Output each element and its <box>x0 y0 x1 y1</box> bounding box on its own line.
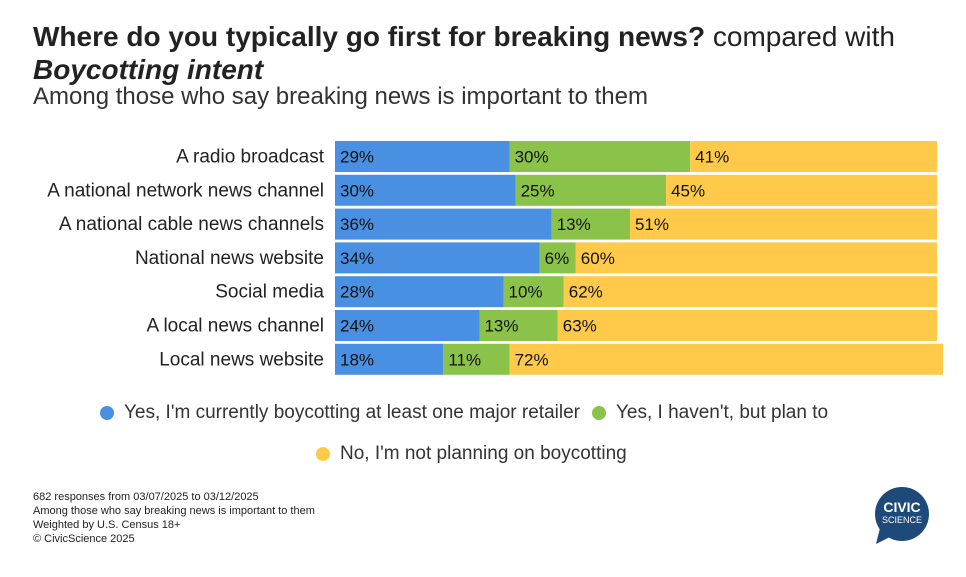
data-label-a-radio-broadcast-series-2: 41% <box>695 148 729 167</box>
data-label-a-national-network-news-channel-series-2: 45% <box>671 181 705 200</box>
category-label-a-local-news-channel: A local news channel <box>147 316 324 337</box>
data-label-local-news-website-series-0: 18% <box>340 350 374 369</box>
title-bold: Where do you typically go first for brea… <box>33 21 706 52</box>
bar-segment-a-local-news-channel-series-0 <box>335 310 480 341</box>
chart-title: Where do you typically go first for brea… <box>33 20 933 86</box>
bar-segment-social-media-series-1 <box>503 276 564 308</box>
civicscience-logo-icon <box>875 487 929 544</box>
stacked-bar-chart: A radio broadcast 29% 30% 41% A national net… <box>47 141 944 375</box>
category-label-a-radio-broadcast: A radio broadcast <box>176 147 325 168</box>
bar-segment-national-news-website-series-2 <box>575 242 937 274</box>
footer-line-3: Weighted by U.S. Census 18+ <box>33 519 181 531</box>
bar-segment-a-national-cable-news-channels-series-0 <box>335 208 552 240</box>
bar-segment-a-national-network-news-channel-series-1 <box>515 174 667 206</box>
legend-label-plan: Yes, I haven't, but plan to <box>615 402 829 423</box>
data-label-national-news-website-series-0: 34% <box>340 249 374 268</box>
data-label-a-local-news-channel-series-1: 13% <box>484 317 518 336</box>
legend-swatch-plan <box>591 406 606 420</box>
data-label-a-national-network-news-channel-series-0: 30% <box>340 181 374 200</box>
bar-segment-a-national-cable-news-channels-series-1 <box>551 208 630 240</box>
footer-notes: 682 responses from 03/07/2025 to 03/12/2… <box>33 490 315 546</box>
bar-segment-a-national-network-news-channel-series-0 <box>335 174 516 206</box>
legend-swatch-boycotting <box>100 406 114 420</box>
data-label-a-national-cable-news-channels-series-1: 13% <box>557 215 591 234</box>
bar-segment-a-local-news-channel-series-2 <box>557 310 937 341</box>
data-label-a-national-network-news-channel-series-1: 25% <box>521 181 555 200</box>
bar-segment-national-news-website-series-0 <box>335 242 540 274</box>
bar-segment-social-media-series-2 <box>563 276 937 308</box>
data-label-social-media-series-0: 28% <box>340 283 374 302</box>
footer-line-4: © CivicScience 2025 <box>33 533 135 545</box>
category-label-a-national-network-news-channel: A national network news channel <box>47 180 324 201</box>
data-label-a-local-news-channel-series-0: 24% <box>340 317 374 336</box>
data-label-social-media-series-1: 10% <box>509 283 543 302</box>
bar-segment-local-news-website-series-0 <box>335 343 444 375</box>
data-label-a-radio-broadcast-series-0: 29% <box>340 148 374 167</box>
bar-segment-local-news-website-series-2 <box>509 343 944 375</box>
legend-row-1: Yes, I'm currently boycotting at least o… <box>100 402 828 424</box>
logo-line-2: SCIENCE <box>881 515 922 525</box>
bar-segment-social-media-series-0 <box>335 276 504 308</box>
data-label-national-news-website-series-1: 6% <box>545 249 570 268</box>
data-label-a-national-cable-news-channels-series-2: 51% <box>635 215 669 234</box>
title-rest: compared with <box>705 21 895 52</box>
title-italic: Boycotting intent <box>33 54 264 85</box>
data-label-local-news-website-series-1: 11% <box>448 350 481 369</box>
chart-subtitle: Among those who say breaking news is imp… <box>33 83 648 110</box>
logo-line-1: CIVIC <box>883 499 921 515</box>
legend-row-2: No, I'm not planning on boycotting <box>316 443 627 465</box>
legend-label-boycotting: Yes, I'm currently boycotting at least o… <box>124 402 580 423</box>
bar-segment-national-news-website-series-1 <box>539 242 576 274</box>
data-label-social-media-series-2: 62% <box>569 283 603 302</box>
data-label-local-news-website-series-2: 72% <box>515 350 549 369</box>
category-label-social-media: Social media <box>215 282 324 303</box>
bar-segment-a-radio-broadcast-series-2 <box>690 141 937 172</box>
data-label-a-local-news-channel-series-2: 63% <box>563 317 597 336</box>
category-label-local-news-website: Local news website <box>159 349 324 370</box>
footer-line-2: Among those who say breaking news is imp… <box>33 505 315 517</box>
bar-segment-a-radio-broadcast-series-1 <box>509 141 691 172</box>
category-label-national-news-website: National news website <box>135 248 324 269</box>
bar-segment-local-news-website-series-1 <box>443 343 510 375</box>
category-label-a-national-cable-news-channels: A national cable news channels <box>59 214 324 235</box>
data-label-a-national-cable-news-channels-series-0: 36% <box>340 215 374 234</box>
data-label-national-news-website-series-2: 60% <box>581 249 615 268</box>
bar-segment-a-radio-broadcast-series-0 <box>335 141 510 172</box>
bar-segment-a-local-news-channel-series-1 <box>479 310 558 341</box>
legend-swatch-not-planning <box>316 447 330 461</box>
civicscience-logo-text: CIVIC SCIENCE <box>876 499 928 527</box>
bar-segment-a-national-cable-news-channels-series-2 <box>629 208 937 240</box>
bar-segment-a-national-network-news-channel-series-2 <box>666 174 937 206</box>
data-label-a-radio-broadcast-series-1: 30% <box>515 148 549 167</box>
footer-line-1: 682 responses from 03/07/2025 to 03/12/2… <box>33 491 259 503</box>
legend-label-not-planning: No, I'm not planning on boycotting <box>340 443 627 464</box>
